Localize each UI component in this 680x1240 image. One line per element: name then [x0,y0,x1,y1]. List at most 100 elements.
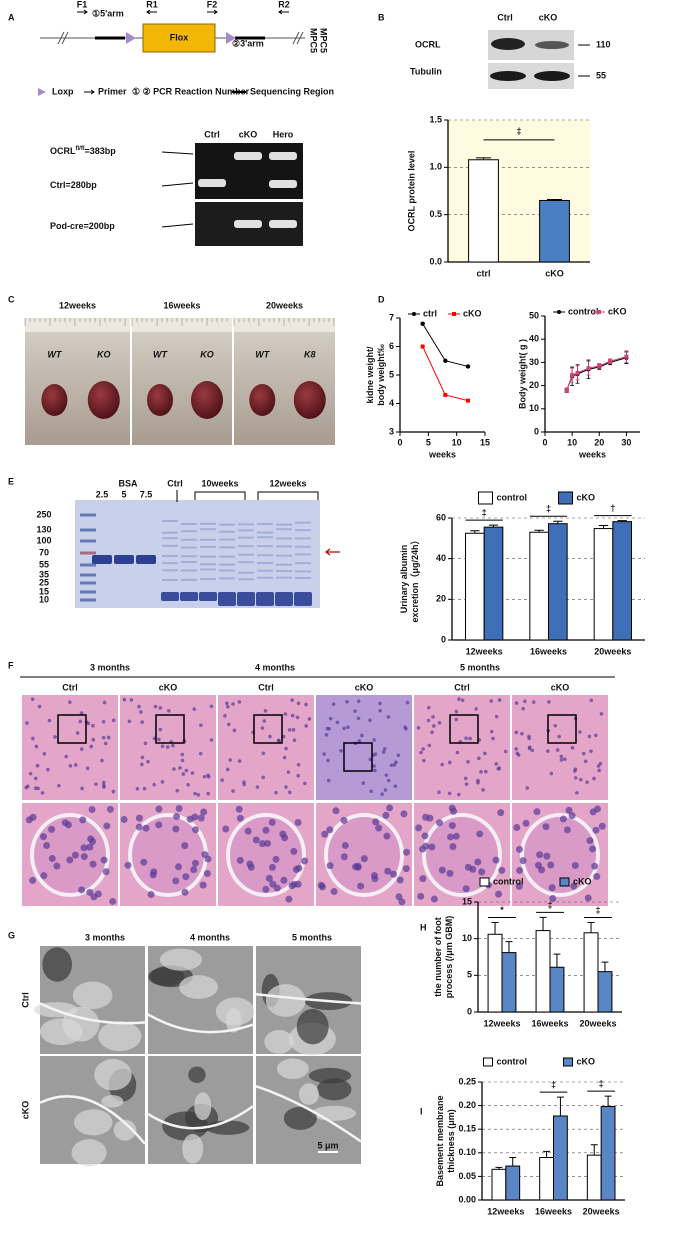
marker [443,358,448,363]
em-structure [265,984,306,1017]
y-tick-label: 0 [467,1006,472,1016]
em-structure [308,1067,352,1084]
protein-band [162,531,178,534]
band-label-part: OCRL [50,146,76,156]
error-bar [590,1144,598,1156]
marker-band [80,539,96,543]
nucleus [373,768,377,773]
nucleus [380,792,384,796]
nucleus [326,862,334,870]
marker [466,398,470,403]
nucleus [43,841,51,849]
marker-label: 35 [39,569,49,579]
nucleus [396,876,404,884]
nucleus [378,708,383,713]
nucleus [152,782,156,787]
protein-label: OCRL [415,39,441,49]
protein-band [238,529,254,532]
nucleus [75,731,80,735]
lane-bracket [257,491,319,500]
nucleus [175,805,183,813]
nucleus [203,869,211,877]
nucleus [383,788,388,792]
age-label: 5 months [460,662,500,672]
nucleus [100,856,108,864]
nucleus [122,697,127,702]
nucleus [242,782,247,787]
y-tick-label: 0.15 [458,1124,476,1134]
kidney [293,381,326,419]
nucleus [226,704,230,709]
nucleus [495,890,503,898]
nucleus [533,808,541,816]
nucleus [155,821,163,829]
nucleus [129,698,134,702]
nucleus [585,780,589,784]
nucleus [225,767,230,772]
nucleus [142,786,147,791]
nucleus [290,847,298,855]
y-axis-label: the number of foot [433,917,443,997]
photo-tag: KO [200,349,214,359]
nucleus [341,842,349,850]
em-structure [159,948,203,971]
nucleus [372,764,376,768]
nucleus [489,729,494,734]
band-label-part: Pod-cre [50,221,84,231]
nucleus [596,764,601,768]
nucleus [447,791,452,796]
protein-band [219,563,235,566]
band-label: Pod-cre=200bp [50,221,115,231]
nucleus [332,807,340,815]
protein-band [219,546,235,549]
legend-label: ctrl [423,308,437,318]
nucleus [494,762,499,766]
nucleus [35,763,40,768]
nucleus [455,750,460,755]
nucleus [281,834,289,842]
protein-band [181,530,197,533]
bar [529,531,549,641]
band-label-part: =280bp [66,180,98,190]
annotation: ‡ [595,905,600,915]
glomerulus [520,813,600,897]
nucleus [368,718,372,722]
protein-band [275,592,293,606]
marker [597,363,602,368]
nucleus [435,819,443,827]
nucleus [39,833,47,841]
lane-label: Ctrl [497,12,513,22]
nucleus [223,713,227,718]
nucleus [335,720,340,725]
nucleus [285,895,293,903]
nucleus [158,727,163,732]
protein-band [200,555,216,558]
protein-band [161,592,179,601]
annotation: † [610,503,615,513]
nucleus [593,733,598,738]
nucleus [383,832,391,840]
annotation: ‡ [551,1079,556,1089]
marker [443,392,448,397]
y-tick-label: 7 [389,312,394,322]
nucleus [404,727,408,731]
nucleus [516,866,524,874]
nucleus [294,818,302,826]
nucleus [53,862,61,870]
legend-swatch [479,877,490,887]
nucleus [403,848,411,856]
nucleus [325,726,330,731]
marker-label: 10 [39,594,49,604]
photo [132,318,232,445]
ruler [25,318,130,332]
protein-band [181,560,197,563]
nucleus [464,782,469,787]
nucleus [86,843,94,851]
nucleus [447,833,455,841]
nucleus [514,730,519,735]
nucleus [40,791,45,795]
nucleus [89,837,97,845]
protein-band [238,571,254,574]
nucleus [457,697,461,701]
photo-tag: WT [153,349,168,359]
